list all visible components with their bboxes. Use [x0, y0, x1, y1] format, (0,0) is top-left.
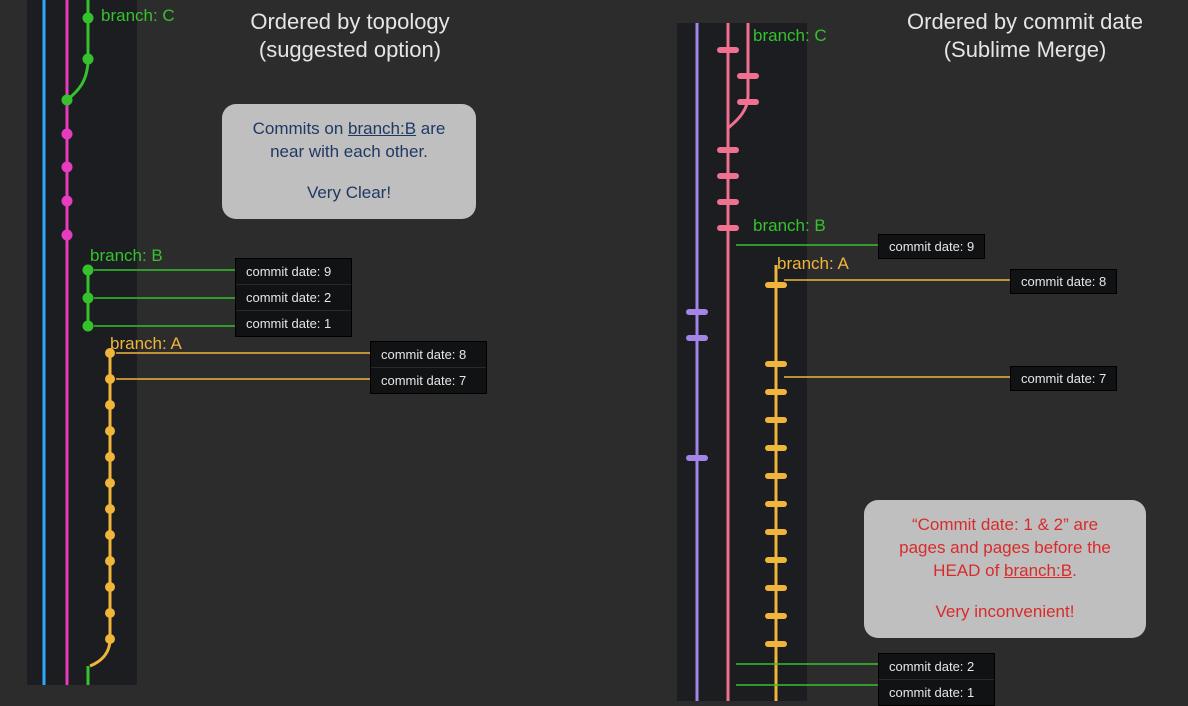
left-dot [105, 634, 115, 644]
left-dot [62, 129, 73, 140]
right-callout-line3: HEAD of branch:B. [882, 560, 1128, 583]
left-dot [105, 374, 115, 384]
left-branchB-commits: commit date: 9 commit date: 2 commit dat… [235, 258, 352, 337]
left-dot [62, 162, 73, 173]
commit-row: commit date: 8 [371, 342, 486, 368]
right-callout-line4: Very inconvenient! [882, 601, 1128, 624]
right-branch-c-label: branch: C [753, 26, 827, 46]
left-branchA-merge-curve [90, 639, 110, 666]
left-dot [83, 265, 94, 276]
commit-row: commit date: 7 [371, 368, 486, 393]
left-title-line1: Ordered by topology [250, 9, 449, 34]
left-dot [105, 426, 115, 436]
right-branch-b-label: branch: B [753, 216, 826, 236]
left-dot [62, 196, 73, 207]
right-callout-line1: “Commit date: 1 & 2” are [882, 514, 1128, 537]
right-title: Ordered by commit date (Sublime Merge) [885, 8, 1165, 63]
right-commits-2-1: commit date: 2 commit date: 1 [878, 653, 995, 706]
right-commit-9: commit date: 9 [878, 234, 985, 259]
right-title-line1: Ordered by commit date [907, 9, 1143, 34]
left-dot [105, 504, 115, 514]
left-dot [105, 478, 115, 488]
left-dot [83, 13, 94, 24]
left-branchA-commits: commit date: 8 commit date: 7 [370, 341, 487, 394]
left-branch-c-label: branch: C [101, 6, 175, 26]
left-dot [83, 54, 94, 65]
left-dot [105, 530, 115, 540]
right-commit-7: commit date: 7 [1010, 366, 1117, 391]
left-dot [105, 608, 115, 618]
left-branchC-curve [67, 59, 88, 100]
commit-row: commit date: 1 [879, 680, 994, 705]
left-title: Ordered by topology (suggested option) [230, 8, 470, 63]
left-dot [83, 293, 94, 304]
left-callout-line1: Commits on branch:B are [240, 118, 458, 141]
commit-row: commit date: 2 [236, 285, 351, 311]
left-dot [62, 95, 73, 106]
left-callout-line2: near with each other. [240, 141, 458, 164]
commit-row: commit date: 1 [236, 311, 351, 336]
left-dot [105, 400, 115, 410]
right-callout: “Commit date: 1 & 2” are pages and pages… [864, 500, 1146, 638]
left-dot [62, 230, 73, 241]
left-callout: Commits on branch:B are near with each o… [222, 104, 476, 219]
left-dot [105, 556, 115, 566]
right-branch-a-label: branch: A [777, 254, 849, 274]
left-dot [105, 452, 115, 462]
right-callout-line2: pages and pages before the [882, 537, 1128, 560]
left-title-line2: (suggested option) [259, 37, 441, 62]
left-branch-b-label: branch: B [90, 246, 163, 266]
commit-row: commit date: 9 [236, 259, 351, 285]
left-callout-line3: Very Clear! [240, 182, 458, 205]
left-dot [105, 582, 115, 592]
left-dot [83, 321, 94, 332]
commit-row: commit date: 2 [879, 654, 994, 680]
right-commit-8: commit date: 8 [1010, 269, 1117, 294]
right-title-line2: (Sublime Merge) [944, 37, 1107, 62]
left-branch-a-label: branch: A [110, 334, 182, 354]
